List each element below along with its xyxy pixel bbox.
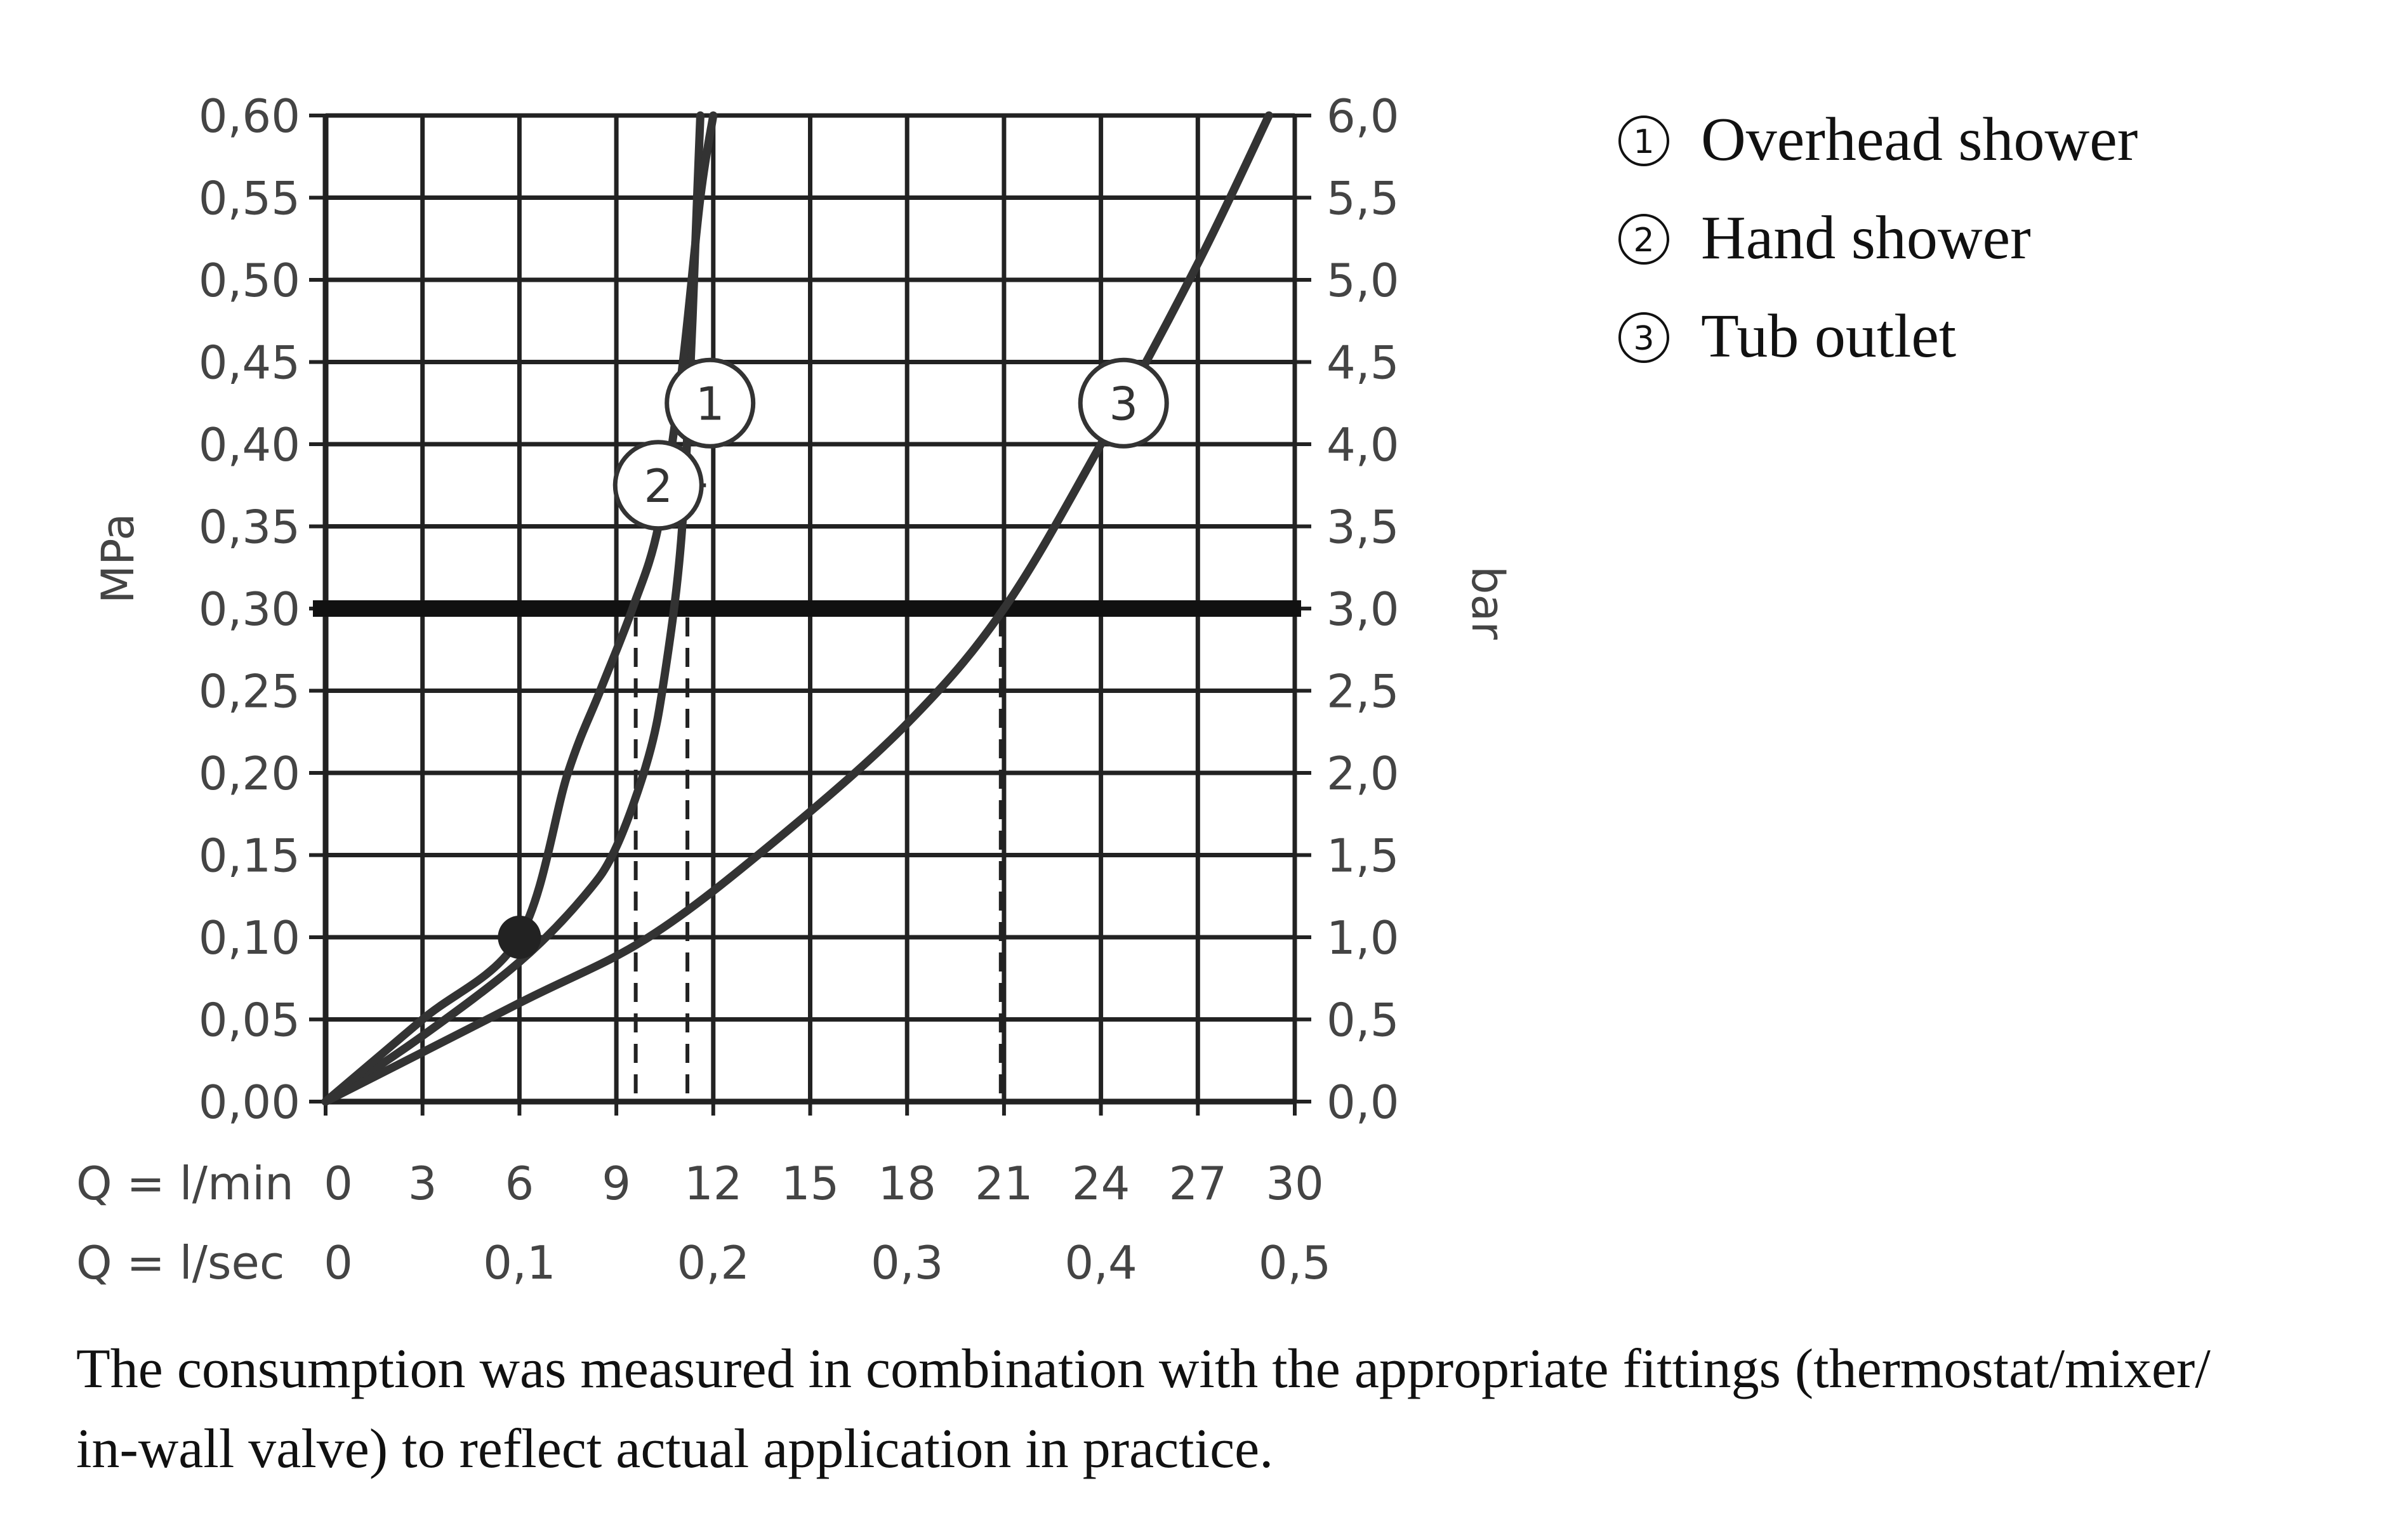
legend-item-hand-shower: 2 Hand shower [1618,204,2031,272]
legend-marker-2 [1618,214,1669,265]
y-right-tick-label-5: 2,5 [1326,665,1399,718]
y-left-tick-label-9: 0,45 [199,336,300,390]
y-left-tick-label-6: 0,30 [199,583,300,636]
tick-labels: 0,000,050,100,150,200,250,300,350,400,45… [199,89,1399,1289]
x-row2-tick-label-2: 0,2 [677,1236,750,1289]
y-left-tick-label-0: 0,00 [199,1076,300,1129]
y-left-tick-label-3: 0,15 [199,829,300,883]
y-right-tick-label-1: 0,5 [1326,994,1399,1047]
legend-item-tub-outlet: 3 Tub outlet [1618,302,1956,371]
measurement-note: The consumption was measured in combinat… [76,1329,2374,1489]
y-right-tick-label-6: 3,0 [1326,583,1399,636]
drop-lines [633,617,1003,1102]
series-line-2 [321,111,718,1106]
x-row1-tick-label-10: 30 [1266,1157,1324,1210]
x-row1-label: Q = l/min [76,1157,294,1210]
legend-marker-3 [1618,312,1669,363]
legend-label-2: Hand shower [1701,204,2031,272]
y-right-tick-label-12: 6,0 [1326,89,1399,143]
y-left-tick-label-10: 0,50 [199,254,300,307]
x-row1-tick-label-0: 0 [324,1157,353,1210]
legend-item-overhead-shower: 1 Overhead shower [1618,105,2138,174]
x-row1-tick-label-7: 21 [975,1157,1033,1210]
x-row1-tick-label-9: 27 [1168,1157,1227,1210]
y-right-tick-label-2: 1,0 [1326,911,1399,965]
x-row1-tick-label-3: 9 [602,1157,631,1210]
x-row2-label: Q = l/sec [76,1236,284,1289]
y-right-tick-label-7: 3,5 [1326,501,1399,554]
y-left-tick-label-7: 0,35 [199,501,300,554]
y-right-tick-label-4: 2,0 [1326,747,1399,800]
y-right-axis-label: bar [1462,566,1514,640]
x-row1-tick-label-4: 12 [684,1157,743,1210]
callout-number-2: 2 [644,459,673,513]
flow-pressure-chart: 123 0,000,050,100,150,200,250,300,350,40… [76,89,2138,1289]
x-row2-tick-label-0: 0 [324,1236,353,1289]
legend-number-2: 2 [1633,221,1654,260]
callout-number-1: 1 [696,377,725,430]
callout-circle-3 [1078,357,1169,449]
note-line-2: in-wall valve) to reflect actual applica… [76,1418,1274,1480]
legend-label-3: Tub outlet [1701,302,1956,371]
y-right-tick-label-8: 4,0 [1326,418,1399,471]
x-row2-tick-label-4: 0,4 [1064,1236,1137,1289]
y-left-tick-label-4: 0,20 [199,747,300,800]
y-left-tick-label-1: 0,05 [199,994,300,1047]
series-lines [321,111,1273,1106]
x-row1-tick-label-2: 6 [505,1157,534,1210]
x-row1-tick-label-6: 18 [878,1157,936,1210]
y-left-tick-label-8: 0,40 [199,418,300,471]
marker-point [498,916,541,959]
x-row1-tick-label-5: 15 [781,1157,840,1210]
y-right-tick-label-10: 5,0 [1326,254,1399,307]
callout-number-3: 3 [1109,377,1138,430]
y-left-tick-label-5: 0,25 [199,665,300,718]
y-left-tick-label-12: 0,60 [199,89,300,143]
legend-number-1: 1 [1633,123,1654,161]
legend-marker-1 [1618,115,1669,166]
axes [309,114,1311,1116]
y-right-tick-label-0: 0,0 [1326,1076,1399,1129]
y-left-tick-label-11: 0,55 [199,172,300,225]
y-right-tick-label-3: 1,5 [1326,829,1399,883]
x-row1-tick-label-1: 3 [408,1157,437,1210]
x-row2-tick-label-1: 0,1 [483,1236,556,1289]
callout-circle-2 [612,440,704,531]
y-left-tick-label-2: 0,10 [199,911,300,965]
series-line-3 [321,111,1273,1106]
x-row1-tick-label-8: 24 [1072,1157,1130,1210]
x-row2-tick-label-5: 0,5 [1259,1236,1332,1289]
y-right-tick-label-9: 4,5 [1326,336,1399,390]
x-row2-tick-label-3: 0,3 [871,1236,944,1289]
legend: 1 Overhead shower 2 Hand shower 3 Tub ou… [1618,105,2138,371]
legend-number-3: 3 [1633,320,1654,358]
series-callouts: 12 3 [612,357,1169,531]
callout-circle-1 [665,357,756,449]
note-line-1: The consumption was measured in combinat… [76,1338,2211,1400]
legend-label-1: Overhead shower [1701,105,2138,174]
y-right-tick-label-11: 5,5 [1326,172,1399,225]
y-left-axis-label: MPa [92,513,144,603]
